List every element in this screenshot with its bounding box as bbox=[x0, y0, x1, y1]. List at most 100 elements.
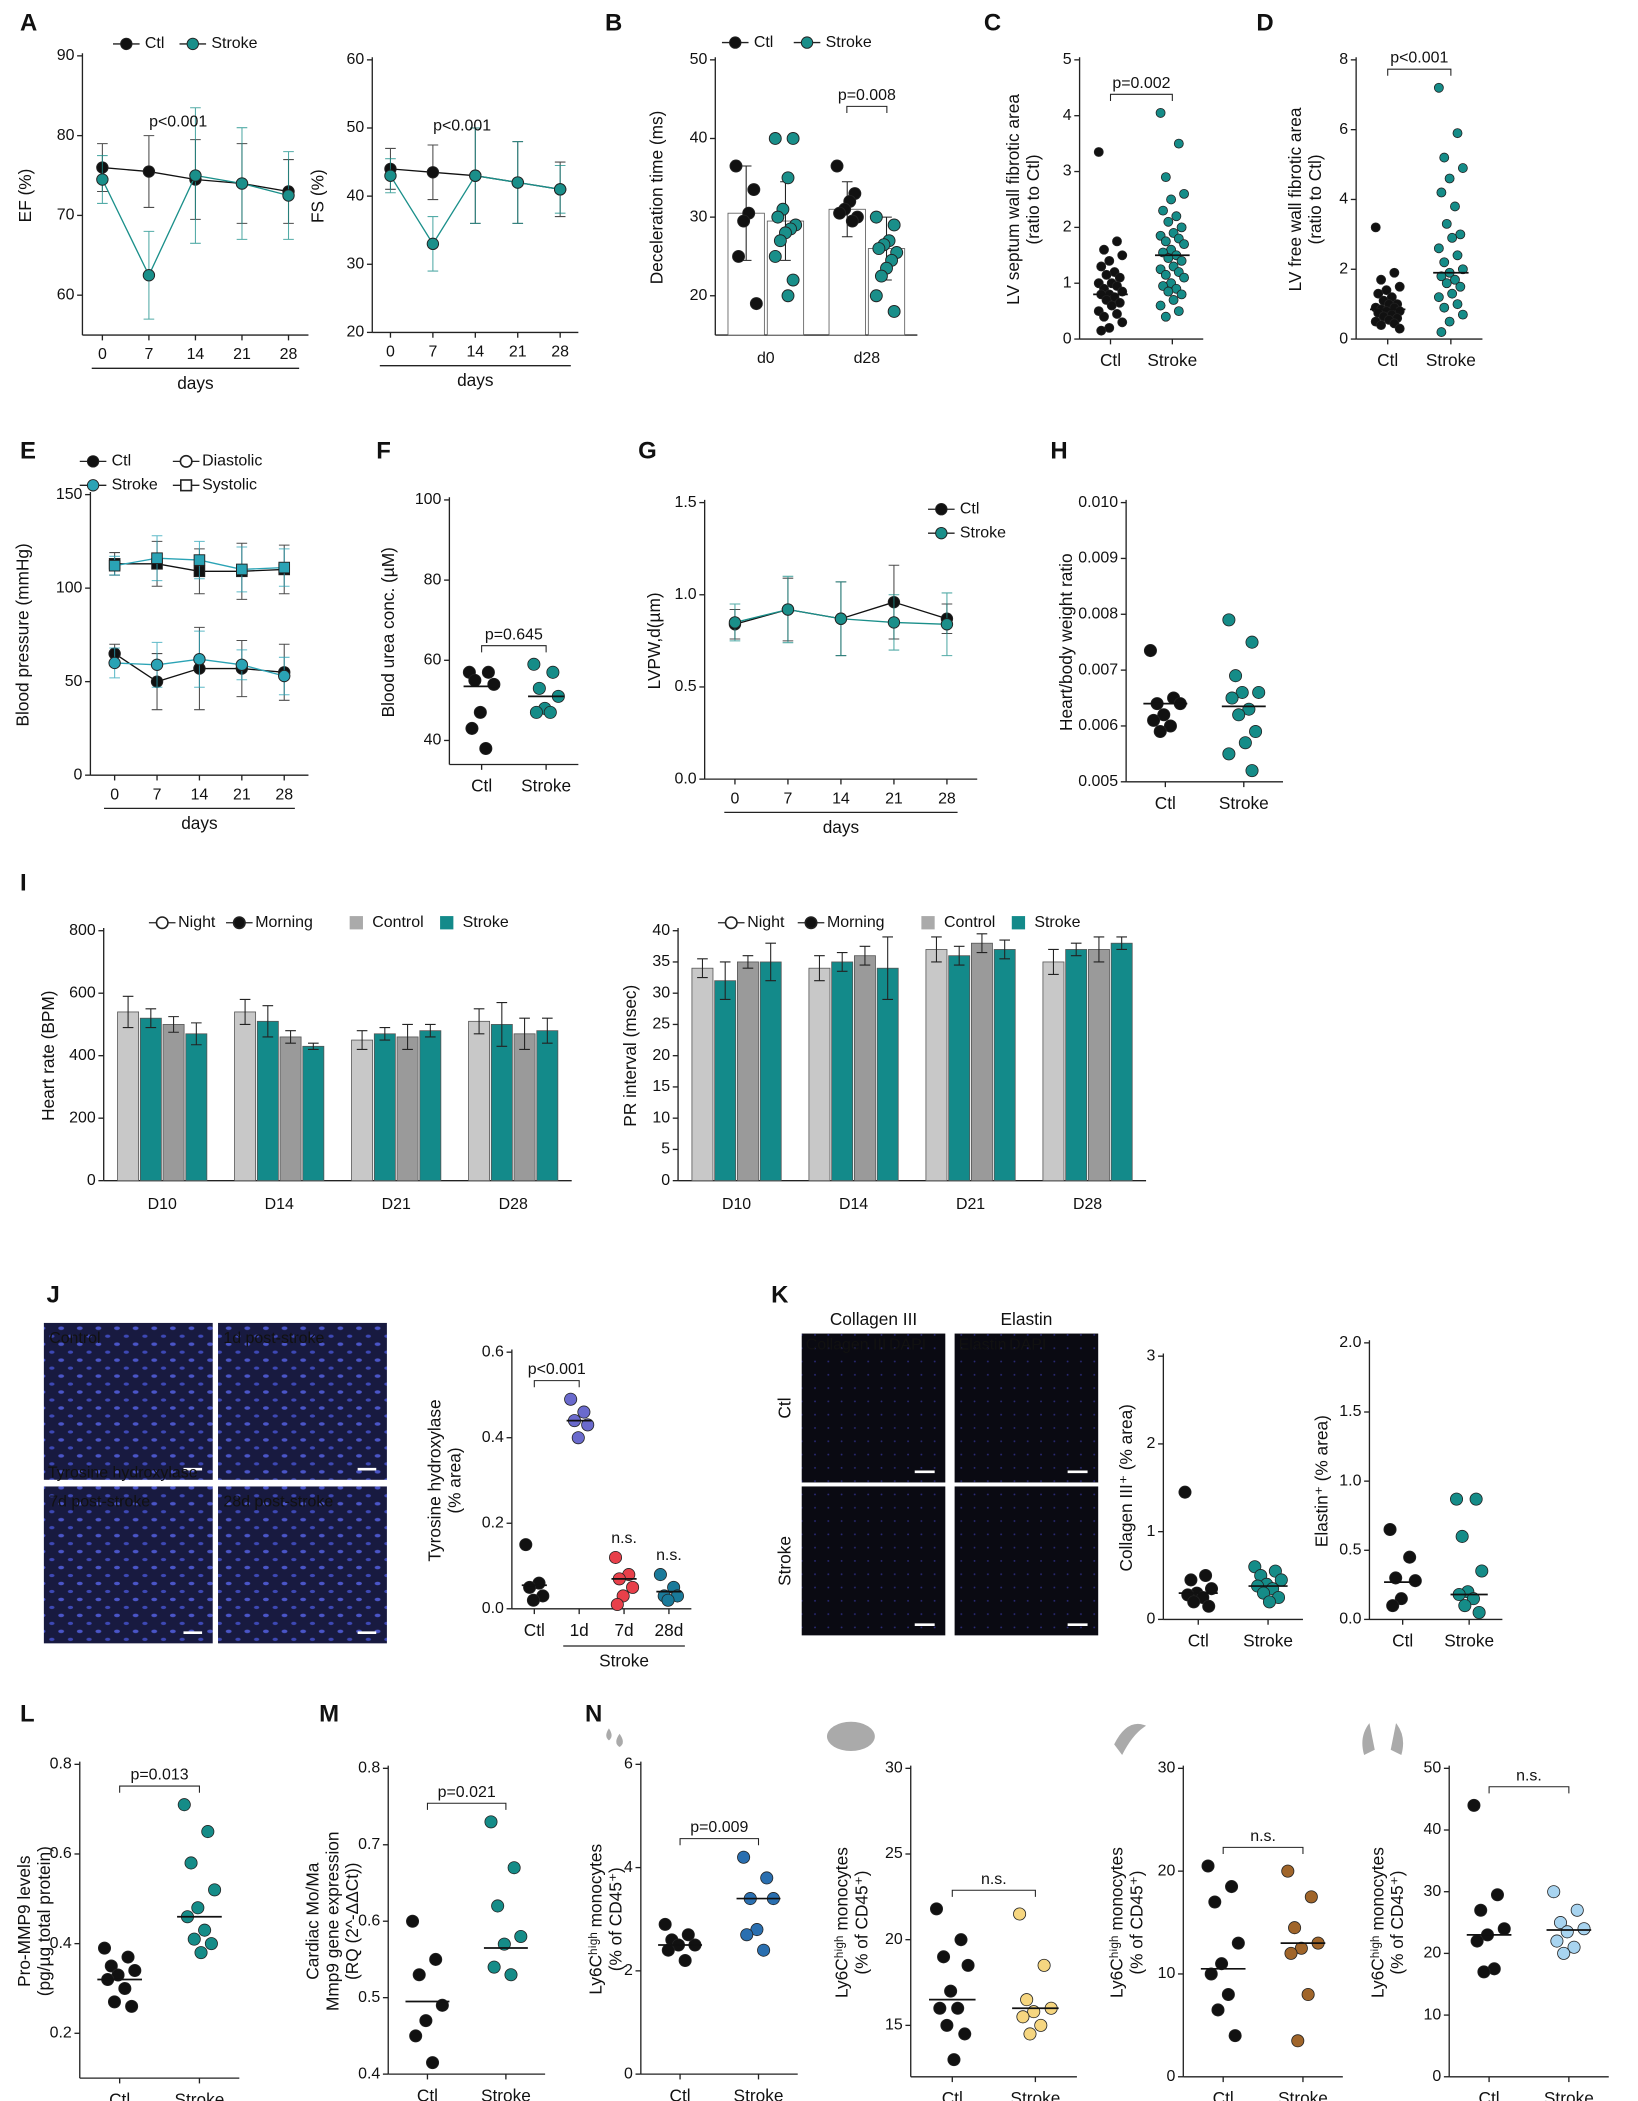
data-point bbox=[845, 214, 859, 228]
y-tick-label: 3 bbox=[1146, 1347, 1155, 1364]
y-axis-label: EF (%) bbox=[15, 169, 35, 223]
micrograph bbox=[954, 1486, 1099, 1636]
data-point bbox=[1550, 1934, 1564, 1948]
annotation: p<0.001 bbox=[149, 114, 207, 131]
y-tick-label: 30 bbox=[690, 208, 708, 225]
y-tick-label: 5 bbox=[1063, 51, 1072, 68]
y-tick-label: 80 bbox=[424, 571, 442, 588]
data-point bbox=[1034, 2018, 1048, 2032]
x-tick-label: Ctl bbox=[1479, 2088, 1500, 2101]
data-point bbox=[937, 1950, 951, 1964]
data-point bbox=[1490, 1888, 1504, 1902]
y-axis-label: (% area) bbox=[445, 1447, 465, 1513]
error-bar bbox=[122, 995, 134, 1029]
y-tick-label: 1.5 bbox=[675, 494, 697, 511]
y-tick-label: 50 bbox=[690, 51, 708, 68]
y-tick-label: 25 bbox=[885, 1845, 903, 1862]
data-point bbox=[108, 559, 121, 572]
data-point bbox=[194, 1946, 208, 1960]
data-point bbox=[384, 169, 397, 182]
x-axis-label: days bbox=[177, 373, 214, 393]
x-tick-label: Ctl bbox=[1155, 793, 1176, 813]
legend-swatch bbox=[921, 916, 935, 930]
data-point bbox=[107, 1995, 121, 2009]
error-bar bbox=[496, 1002, 508, 1047]
data-point bbox=[940, 2018, 954, 2032]
y-axis-label: Pro-MMP9 levels bbox=[14, 1855, 34, 1987]
data-point bbox=[1284, 1946, 1298, 1960]
bar bbox=[1065, 949, 1088, 1182]
data-point bbox=[1153, 725, 1167, 739]
x-tick-label: Ctl bbox=[1188, 1631, 1209, 1651]
y-tick-label: 1 bbox=[1146, 1523, 1155, 1540]
y-axis-label: Collagen III⁺ (% area) bbox=[1116, 1404, 1136, 1571]
data-point bbox=[944, 1984, 958, 1998]
data-point bbox=[198, 1923, 212, 1937]
y-tick-label: 80 bbox=[57, 127, 75, 144]
x-tick-label: Ctl bbox=[942, 2088, 963, 2101]
legend-marker bbox=[804, 916, 818, 930]
x-tick-label: 0 bbox=[731, 790, 740, 807]
annotation: p=0.645 bbox=[485, 626, 543, 643]
data-point bbox=[484, 1815, 498, 1829]
bar bbox=[396, 1036, 419, 1182]
data-point bbox=[872, 242, 886, 256]
legend-marker bbox=[86, 479, 100, 492]
x-tick-label: Ctl bbox=[670, 2085, 691, 2101]
legend-swatch bbox=[349, 916, 363, 930]
y-tick-label: 1 bbox=[1063, 274, 1072, 291]
legend-label: Ctl bbox=[112, 453, 131, 470]
error-bar bbox=[356, 1030, 368, 1050]
data-point bbox=[519, 1538, 533, 1552]
data-point bbox=[487, 1960, 501, 1974]
y-tick-label: 150 bbox=[56, 486, 83, 503]
y-axis-label: Heart/body weight ratio bbox=[1056, 553, 1076, 731]
bar bbox=[876, 967, 899, 1182]
y-axis-label: (% of CD45⁺) bbox=[605, 1867, 625, 1971]
data-point bbox=[184, 1856, 198, 1870]
data-point bbox=[750, 1923, 764, 1937]
x-tick-label: Ctl bbox=[1213, 2088, 1234, 2101]
data-point bbox=[1452, 299, 1463, 310]
data-point bbox=[1470, 1934, 1484, 1948]
error-bar bbox=[425, 1023, 436, 1038]
stain-label: Collagen III bbox=[806, 1337, 887, 1354]
data-point bbox=[1433, 243, 1444, 254]
data-point bbox=[142, 165, 156, 178]
legend-label: Night bbox=[747, 914, 785, 931]
y-tick-label: 6 bbox=[624, 1756, 633, 1773]
bar bbox=[993, 949, 1016, 1182]
data-point bbox=[781, 171, 795, 185]
y-tick-label: 0.007 bbox=[1078, 661, 1118, 678]
error-bar bbox=[145, 1008, 157, 1029]
micrograph bbox=[43, 1322, 213, 1480]
y-tick-label: 1.0 bbox=[675, 586, 697, 603]
data-point bbox=[1114, 272, 1125, 283]
x-axis-label: days bbox=[181, 813, 218, 833]
y-tick-label: 4 bbox=[1063, 107, 1072, 124]
data-point bbox=[1450, 201, 1460, 212]
legend-marker bbox=[800, 36, 814, 49]
y-tick-label: 0.6 bbox=[358, 1912, 380, 1929]
data-point bbox=[940, 618, 954, 631]
data-point bbox=[610, 1597, 624, 1612]
y-tick-label: 4 bbox=[1339, 191, 1348, 208]
data-point bbox=[1093, 147, 1104, 157]
error-bar bbox=[859, 945, 871, 966]
y-axis-label: (pg/µg total protein) bbox=[34, 1846, 54, 1996]
data-point bbox=[1222, 613, 1236, 627]
y-axis-label: (RQ (2^-ΔΔCt)) bbox=[342, 1862, 362, 1979]
y-axis-label: PR interval (msec) bbox=[620, 985, 640, 1127]
error-bar bbox=[976, 933, 988, 954]
data-point bbox=[740, 1928, 754, 1942]
x-tick-label: 14 bbox=[191, 786, 209, 803]
y-tick-label: 30 bbox=[347, 255, 365, 272]
y-tick-label: 0 bbox=[1063, 330, 1072, 347]
x-tick-label: Ctl bbox=[471, 776, 492, 796]
data-point bbox=[1370, 222, 1381, 233]
y-tick-label: 0 bbox=[1339, 330, 1348, 347]
data-point bbox=[1433, 82, 1444, 93]
data-point bbox=[1457, 264, 1468, 275]
x-tick-label: 7d bbox=[614, 1620, 633, 1640]
